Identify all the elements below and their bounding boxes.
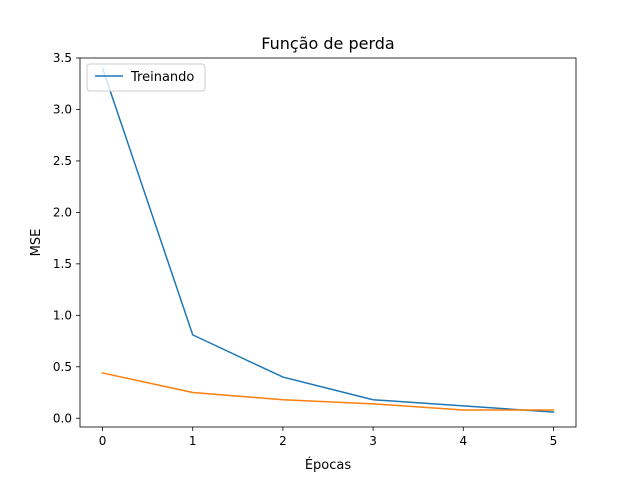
y-tick-label: 2.0 [53,205,72,219]
y-tick-label: 3.5 [53,51,72,65]
x-axis-ticks: 0 1 2 3 4 5 [99,427,558,448]
series-line-0 [101,67,555,413]
y-tick-label: 3.0 [53,102,72,116]
plot-frame [79,57,577,428]
x-tick-label: 1 [189,434,197,448]
x-axis-label: Épocas [305,457,352,473]
y-tick-label: 1.0 [53,308,72,322]
x-tick-label: 4 [459,434,467,448]
y-tick-label: 0.5 [53,360,72,374]
series-layer [101,67,555,413]
legend: Treinando [86,63,206,92]
x-tick-label: 5 [550,434,558,448]
legend-box [86,63,206,92]
chart-title: Função de perda [261,34,394,53]
y-tick-label: 2.5 [53,154,72,168]
y-tick-label: 0.0 [53,411,72,425]
y-axis-ticks: 0.0 0.5 1.0 1.5 2.0 2.5 3.0 3.5 [53,51,80,425]
y-tick-label: 1.5 [53,257,72,271]
y-axis-label: MSE [29,229,44,257]
series-line-1 [101,372,555,411]
x-tick-label: 2 [279,434,287,448]
x-tick-label: 3 [369,434,377,448]
legend-label: Treinando [130,70,194,85]
plot-area [80,58,576,427]
x-tick-label: 0 [99,434,107,448]
